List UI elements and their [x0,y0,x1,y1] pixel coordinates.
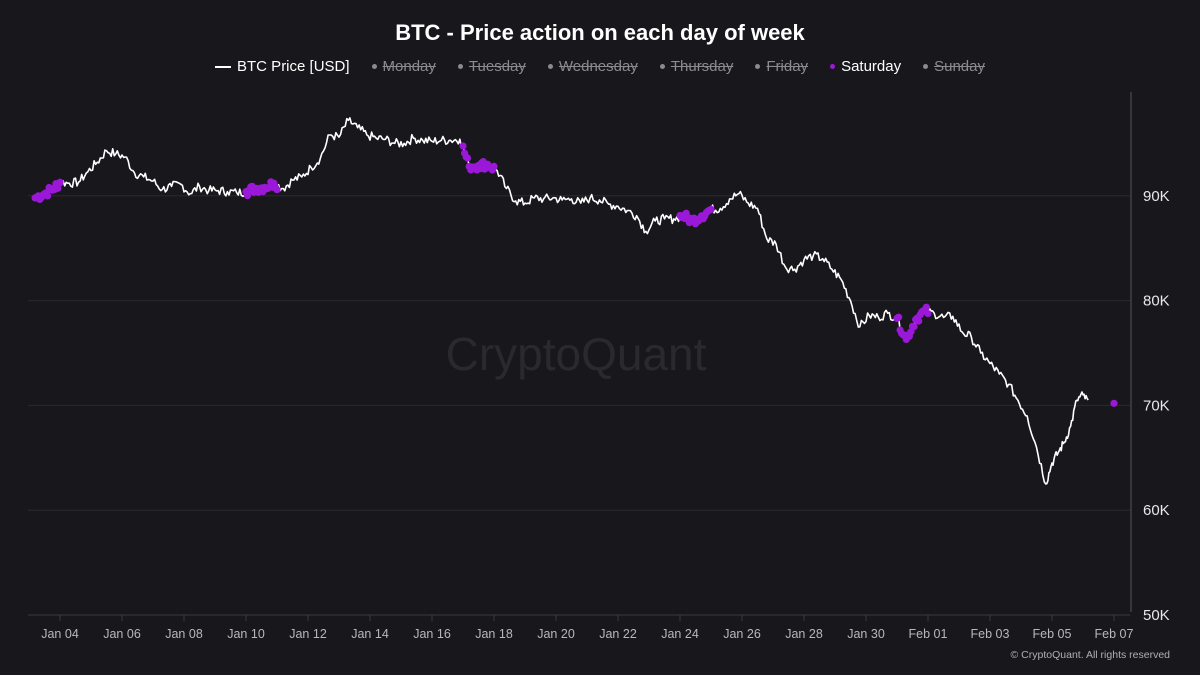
x-tick-label: Jan 18 [475,627,513,641]
saturday-point [895,313,903,321]
saturday-point [459,142,467,150]
x-tick-label: Jan 12 [289,627,327,641]
legend-label: Sunday [934,58,985,75]
dot-marker-icon [830,64,836,69]
saturday-point [915,317,923,325]
x-tick-label: Jan 22 [599,627,637,641]
saturday-point [464,154,472,162]
legend-item-tuesday[interactable]: Tuesday [457,58,526,75]
saturday-point [910,323,918,331]
x-tick-label: Jan 10 [227,627,265,641]
legend-item-friday[interactable]: Friday [755,58,808,75]
x-tick-label: Jan 30 [847,627,885,641]
x-tick-label: Jan 04 [41,627,79,641]
legend-item-btc-price-usd[interactable]: BTC Price [USD] [215,58,350,75]
legend-label: Tuesday [468,58,526,75]
x-tick-label: Jan 06 [103,627,141,641]
legend-label: Thursday [670,58,734,75]
y-tick-label: 60K [1143,502,1170,519]
y-tick-label: 80K [1143,293,1170,310]
saturday-point [1110,399,1118,407]
legend-label: Monday [382,58,436,75]
legend-item-saturday[interactable]: Saturday [830,58,901,75]
x-tick-label: Feb 03 [971,627,1010,641]
x-tick-label: Jan 20 [537,627,575,641]
saturday-point [922,303,931,311]
y-tick-label: 70K [1143,397,1170,414]
x-tick-label: Jan 14 [351,627,389,641]
dot-marker-icon [659,64,665,69]
legend-item-sunday[interactable]: Sunday [923,58,985,75]
saturday-point [243,192,252,200]
legend-item-monday[interactable]: Monday [371,58,436,75]
saturday-point [56,178,64,186]
watermark: CryptoQuant [446,328,707,380]
legend-label: Saturday [841,58,902,75]
dot-marker-icon [923,64,929,69]
dot-marker-icon [371,64,377,69]
y-tick-label: 50K [1143,607,1170,624]
saturday-point [273,186,281,194]
legend-label: BTC Price [USD] [237,58,350,75]
y-tick-label: 90K [1143,188,1170,205]
x-tick-label: Jan 28 [785,627,823,641]
saturday-point [707,205,715,213]
dot-marker-icon [457,64,463,69]
line-marker-icon [215,65,232,68]
legend-item-wednesday[interactable]: Wednesday [547,58,638,75]
legend-item-thursday[interactable]: Thursday [659,58,734,75]
btc-price-line [34,117,1089,485]
copyright: © CryptoQuant. All rights reserved [1010,649,1170,661]
x-tick-label: Feb 07 [1095,627,1134,641]
legend-label: Wednesday [558,58,638,75]
x-tick-label: Jan 08 [165,627,203,641]
chart-title: BTC - Price action on each day of week [395,20,805,45]
x-tick-label: Jan 16 [413,627,451,641]
x-tick-label: Jan 26 [723,627,761,641]
legend-label: Friday [766,58,809,75]
saturday-point [44,192,52,200]
dot-marker-icon [547,64,553,69]
x-tick-label: Jan 24 [661,627,699,641]
legend: BTC Price [USD] Monday Tuesday Wednesday Thu… [0,58,1200,75]
saturday-point [924,310,932,318]
x-tick-label: Feb 01 [909,627,948,641]
x-tick-label: Feb 05 [1033,627,1072,641]
saturday-point [490,162,498,170]
dot-marker-icon [755,64,761,69]
